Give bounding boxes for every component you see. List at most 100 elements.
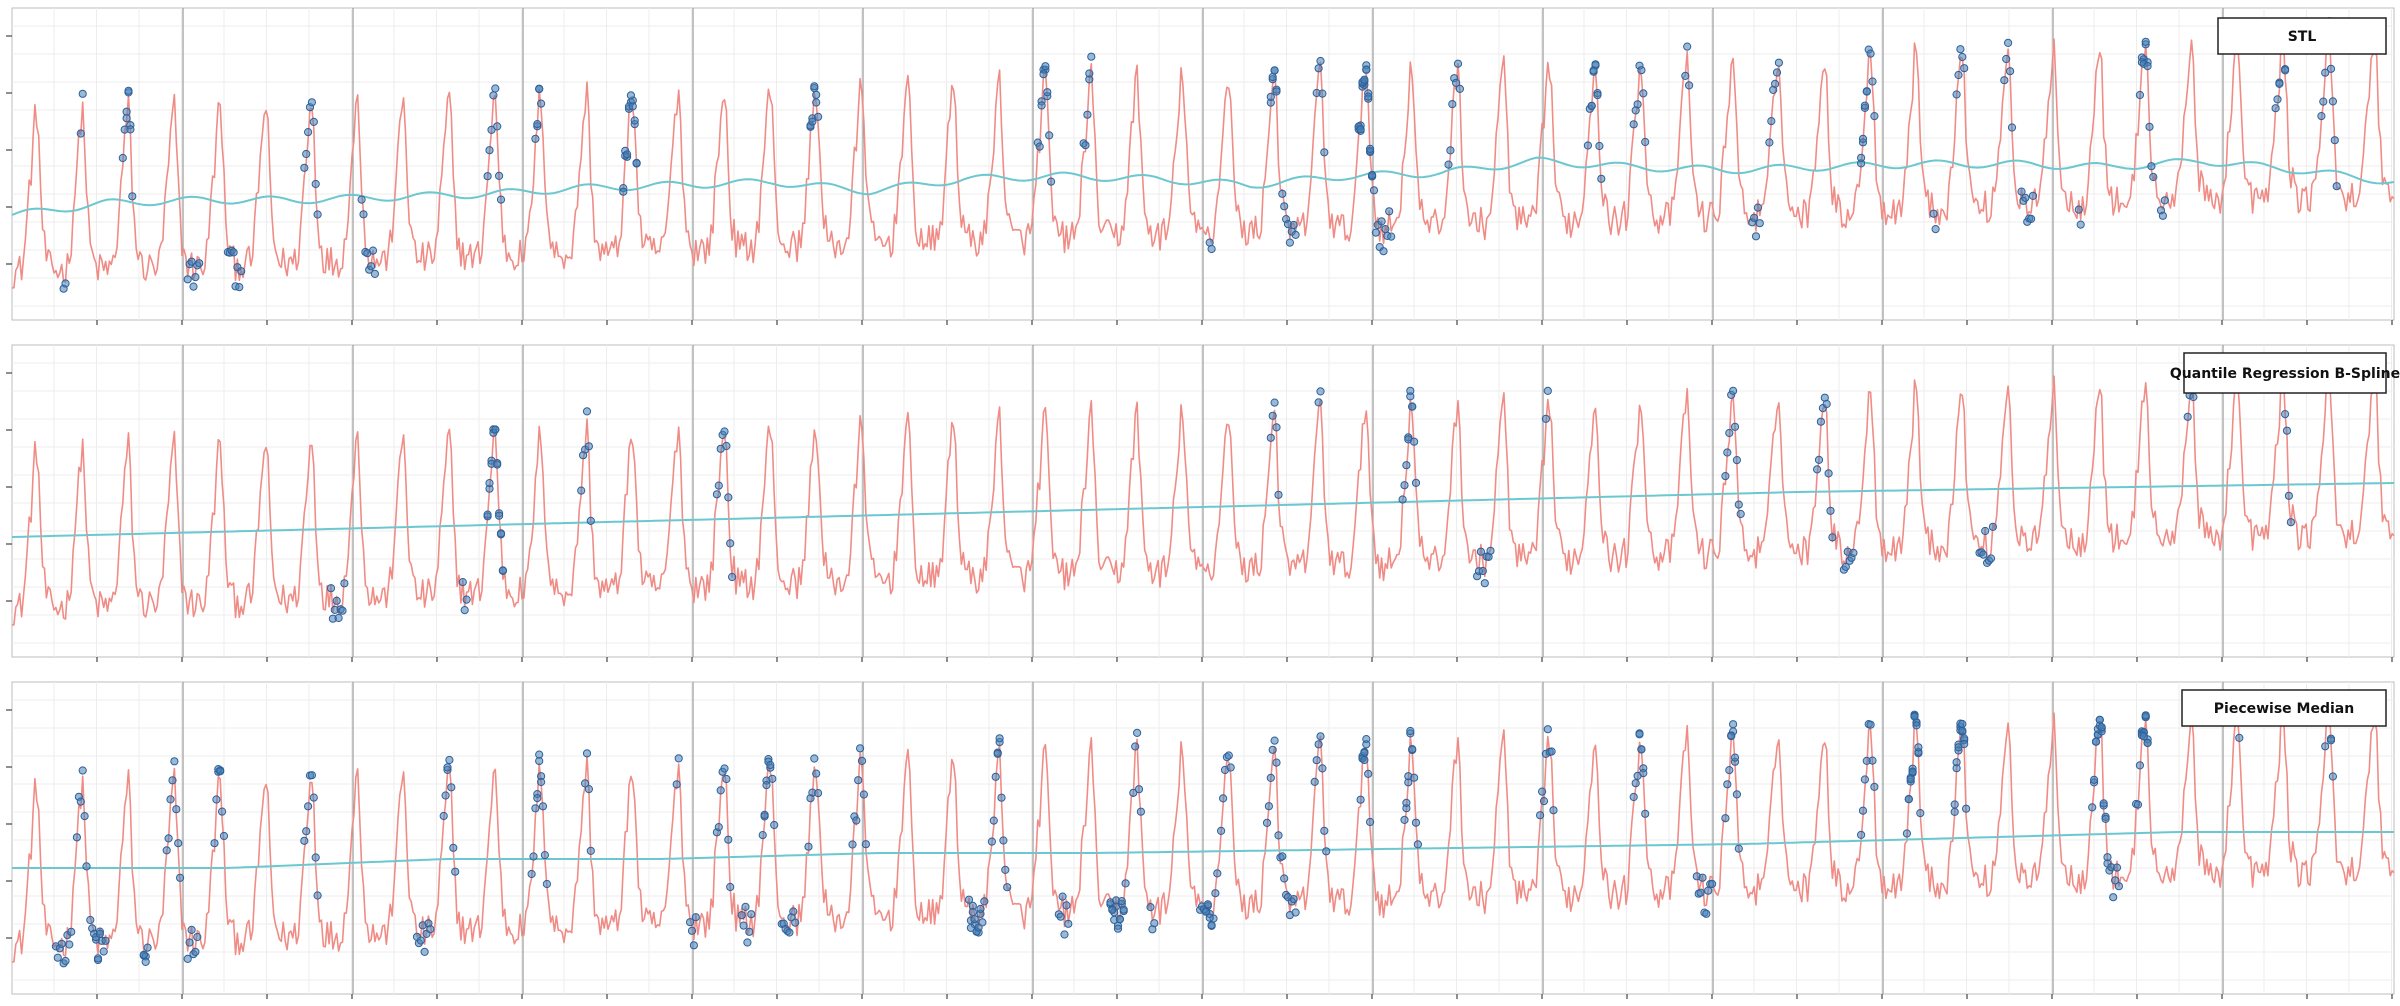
- anomaly-point: [495, 171, 504, 180]
- panel-stl: STL: [6, 7, 2395, 325]
- anomaly-point: [1272, 423, 1281, 432]
- anomaly-point: [1207, 921, 1216, 930]
- anomaly-point: [1822, 399, 1831, 409]
- anomaly-point: [1543, 386, 1552, 395]
- anomaly-point: [2004, 38, 2013, 48]
- anomaly-point: [785, 928, 794, 937]
- anomaly-point: [1862, 87, 1871, 96]
- anomaly-point: [1866, 49, 1875, 58]
- anomaly-point: [2088, 803, 2097, 812]
- anomaly-point: [1849, 548, 1858, 558]
- anomaly-point: [1043, 88, 1052, 97]
- anomaly-point: [368, 246, 378, 255]
- anomaly-point: [191, 947, 200, 957]
- anomaly-point: [1117, 897, 1126, 906]
- anomaly-point: [1866, 720, 1875, 729]
- anomaly-point: [1595, 141, 1604, 151]
- anomaly-point: [1453, 59, 1463, 68]
- anomaly-point: [61, 279, 70, 288]
- anomaly-point: [340, 579, 349, 588]
- anomaly-point: [1910, 712, 1919, 721]
- anomaly-point: [1727, 732, 1736, 741]
- anomaly-point: [1413, 840, 1423, 849]
- anomaly-point: [1730, 753, 1740, 762]
- anomaly-point: [1360, 755, 1369, 765]
- anomaly-point: [491, 84, 500, 93]
- anomaly-point: [1060, 930, 1069, 939]
- anomaly-point: [1765, 138, 1774, 147]
- anomaly-point: [338, 606, 347, 615]
- anomaly-point: [1316, 56, 1325, 66]
- anomaly-point: [808, 117, 817, 126]
- anomaly-point: [235, 283, 244, 292]
- anomaly-point: [1272, 758, 1281, 767]
- anomaly-point: [741, 902, 750, 912]
- anomaly-point: [1452, 78, 1461, 87]
- anomaly-point: [1857, 830, 1866, 840]
- anomaly-point: [714, 823, 723, 832]
- legend-label: Quantile Regression B-Spline: [2170, 366, 2400, 382]
- anomaly-point: [1291, 908, 1300, 917]
- anomaly-point: [686, 918, 695, 927]
- anomaly-point: [1146, 903, 1155, 912]
- anomaly-point: [535, 750, 544, 759]
- anomaly-point: [2147, 162, 2156, 171]
- anomaly-point: [166, 795, 175, 804]
- anomaly-point: [812, 98, 821, 107]
- anomaly-point: [980, 897, 989, 906]
- observed-series-line: [12, 360, 2395, 626]
- anomaly-point: [334, 613, 343, 623]
- anomaly-point: [76, 129, 85, 138]
- anomaly-point: [2002, 54, 2011, 64]
- anomaly-point: [458, 578, 467, 587]
- anomaly-point: [2319, 97, 2328, 106]
- anomaly-point: [1681, 71, 1690, 81]
- anomaly-point: [1377, 217, 1386, 226]
- anomaly-point: [987, 837, 997, 846]
- anomaly-point: [2027, 214, 2036, 223]
- anomaly-point: [1721, 472, 1730, 481]
- anomaly-point: [1087, 52, 1096, 61]
- anomaly-point: [976, 904, 985, 914]
- anomaly-point: [1408, 402, 1417, 411]
- anomaly-point: [2114, 882, 2123, 891]
- anomaly-point: [1406, 726, 1415, 736]
- anomaly-point: [812, 90, 821, 99]
- anomaly-point: [1826, 506, 1835, 515]
- anomaly-point: [93, 954, 103, 963]
- anomaly-point: [1583, 141, 1593, 150]
- anomaly-point: [2149, 172, 2158, 182]
- anomaly-point: [1266, 92, 1275, 102]
- anomaly-point: [814, 112, 823, 121]
- anomaly-point: [1629, 792, 1638, 802]
- anomaly-point: [2028, 191, 2038, 200]
- anomaly-point: [1272, 87, 1281, 96]
- anomaly-point: [968, 908, 977, 917]
- anomaly-point: [1868, 756, 1877, 765]
- anomaly-point: [493, 460, 502, 469]
- anomaly-point: [219, 831, 229, 841]
- anomaly-point: [810, 754, 819, 763]
- panel-piecewise-median: Piecewise Median: [6, 681, 2395, 999]
- anomaly-point: [848, 840, 857, 849]
- anomaly-point: [1211, 889, 1220, 898]
- anomaly-point: [1108, 905, 1117, 915]
- anomaly-point: [1813, 465, 1822, 474]
- anomaly-point: [1639, 89, 1648, 98]
- anomaly-point: [1113, 924, 1123, 933]
- anomaly-point: [623, 150, 632, 159]
- anomaly-point: [309, 117, 318, 127]
- anomaly-point: [176, 873, 185, 882]
- anomaly-point: [300, 836, 309, 845]
- anomaly-point: [724, 493, 733, 502]
- anomaly-point: [1402, 798, 1411, 808]
- anomaly-point: [2139, 732, 2148, 741]
- anomaly-point: [1597, 174, 1606, 183]
- anomaly-point: [1929, 209, 1938, 218]
- anomaly-point: [128, 192, 137, 201]
- anomaly-point: [1368, 170, 1377, 180]
- anomaly-point: [991, 772, 1000, 781]
- anomaly-point: [1952, 758, 1961, 767]
- anomaly-point: [1411, 478, 1421, 487]
- anomaly-point: [357, 195, 366, 204]
